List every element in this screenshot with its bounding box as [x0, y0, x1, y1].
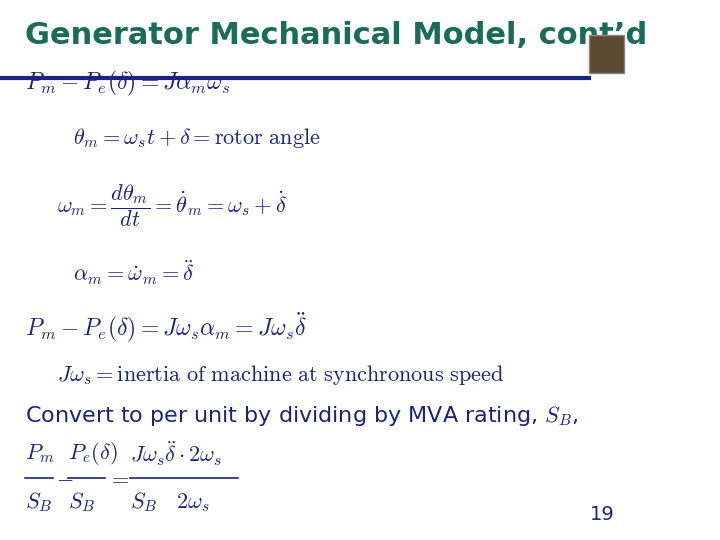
Text: $=$: $=$ [108, 468, 130, 488]
FancyBboxPatch shape [589, 35, 624, 73]
Text: $\theta_m  =  \omega_s t + \delta  =  \mathrm{rotor\ angle}$: $\theta_m = \omega_s t + \delta = \mathr… [73, 126, 320, 150]
Text: $P_m - P_e(\delta)  =  J\alpha_m\omega_s$: $P_m - P_e(\delta) = J\alpha_m\omega_s$ [25, 69, 231, 98]
Text: Generator Mechanical Model, cont’d: Generator Mechanical Model, cont’d [25, 21, 647, 50]
Text: $S_B$: $S_B$ [68, 490, 96, 514]
Text: $P_m$: $P_m$ [25, 442, 55, 465]
Text: $\alpha_m  =  \dot{\omega}_m  =  \ddot{\delta}$: $\alpha_m = \dot{\omega}_m = \ddot{\delt… [73, 258, 194, 287]
Text: $P_e(\delta)$: $P_e(\delta)$ [68, 440, 118, 467]
Text: Convert to per unit by dividing by MVA rating, $S_B$,: Convert to per unit by dividing by MVA r… [25, 404, 578, 428]
Text: $P_m - P_e(\delta) = J\omega_s\alpha_m = J\omega_s\ddot{\delta}$: $P_m - P_e(\delta) = J\omega_s\alpha_m =… [25, 310, 307, 343]
Text: $J\omega_s  =  \mathrm{inertia\ of\ machine\ at\ synchronous\ speed}$: $J\omega_s = \mathrm{inertia\ of\ machin… [57, 363, 504, 387]
FancyBboxPatch shape [0, 0, 634, 78]
Text: $-$: $-$ [55, 468, 73, 488]
Text: $J\omega_s\ddot{\delta} \cdot 2\omega_s$: $J\omega_s\ddot{\delta} \cdot 2\omega_s$ [130, 439, 222, 468]
Text: $S_B$: $S_B$ [25, 490, 53, 514]
Text: $S_B \quad 2\omega_s$: $S_B \quad 2\omega_s$ [130, 490, 210, 514]
Text: 19: 19 [590, 505, 614, 524]
Text: $\omega_m  =  \dfrac{d\theta_m}{dt}  =  \dot{\theta}_m  =  \omega_s + \dot{\delt: $\omega_m = \dfrac{d\theta_m}{dt} = \dot… [57, 182, 287, 228]
